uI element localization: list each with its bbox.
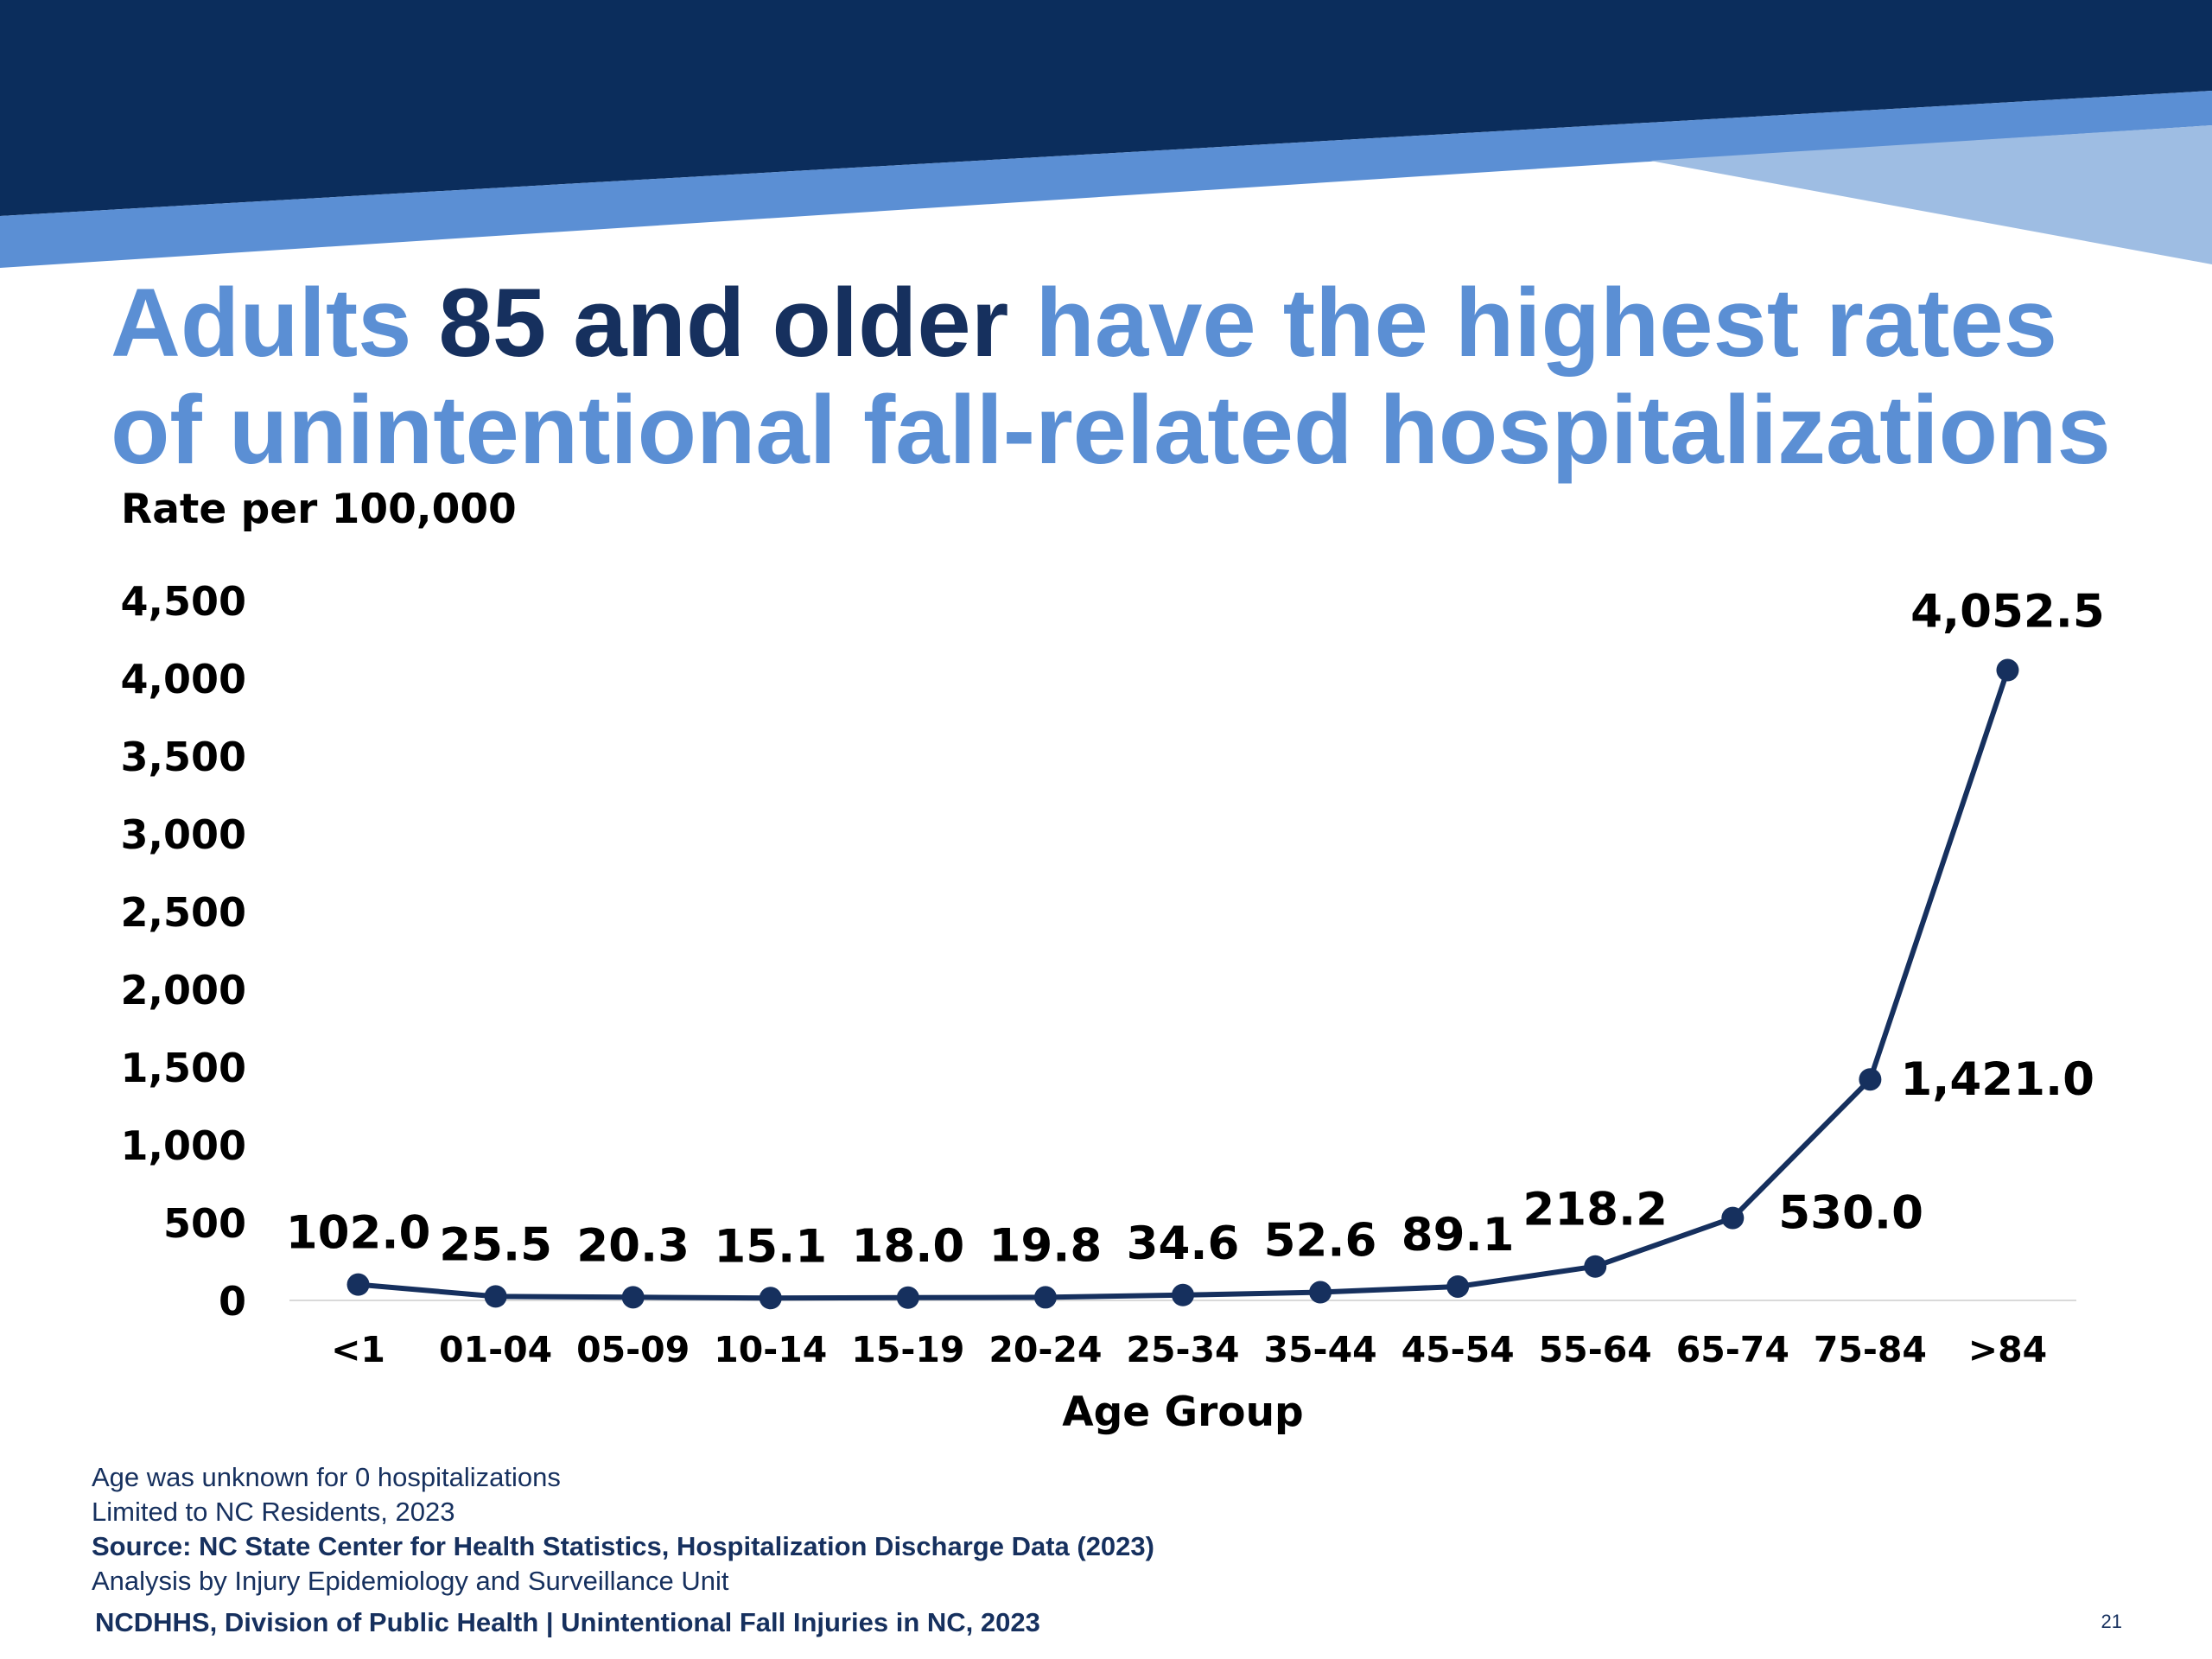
note-unknown-age: Age was unknown for 0 hospitalizations [92, 1462, 561, 1492]
data-point [1584, 1255, 1607, 1278]
data-label: 15.1 [714, 1220, 827, 1273]
banner-light-triangle [1650, 125, 2212, 264]
slide-title: Adults 85 and older have the highest rat… [111, 270, 2167, 484]
x-tick-label: >84 [1968, 1329, 2047, 1370]
line-chart: Rate per 100,000 Age Group 0 500 1,000 1,50… [120, 493, 2105, 1436]
x-tick-label: 01-04 [439, 1329, 552, 1370]
banner-blue-stripe [0, 91, 2212, 268]
data-point [759, 1287, 782, 1310]
data-label: 34.6 [1127, 1217, 1240, 1270]
y-tick-label: 2,500 [120, 889, 246, 936]
y-axis-title: Rate per 100,000 [121, 493, 517, 533]
y-tick-label: 4,000 [120, 656, 246, 702]
data-label: 218.2 [1522, 1184, 1668, 1236]
notes: Age was unknown for 0 hospitalizations L… [92, 1460, 1733, 1599]
data-label: 530.0 [1778, 1187, 1923, 1240]
data-point [1859, 1068, 1882, 1091]
y-tick-label: 1,500 [120, 1045, 246, 1091]
y-tick-label: 3,000 [120, 811, 246, 858]
title-part-2: 85 and older [438, 269, 1009, 377]
series-line [358, 669, 2011, 1301]
data-label: 18.0 [851, 1220, 964, 1273]
x-tick-label: <1 [331, 1329, 385, 1370]
x-axis: <1 01-04 05-09 10-14 15-19 20-24 25-34 35-44 45-… [331, 1329, 2047, 1370]
data-label: 52.6 [1264, 1215, 1377, 1268]
data-label: 1,421.0 [1900, 1053, 2094, 1106]
x-tick-label: 15-19 [851, 1329, 964, 1370]
data-point [1721, 1206, 1745, 1230]
banner-navy-band [0, 0, 2212, 216]
x-tick-label: 20-24 [988, 1329, 1102, 1370]
data-labels: 102.0 25.5 20.3 15.1 18.0 19.8 34.6 52.6 89.1 218… [286, 586, 2105, 1274]
x-tick-label: 35-44 [1264, 1329, 1377, 1370]
data-point [346, 1273, 370, 1296]
x-tick-label: 25-34 [1126, 1329, 1239, 1370]
page-number: 21 [2101, 1611, 2122, 1632]
y-tick-label: 4,500 [120, 578, 246, 625]
note-source: Source: NC State Center for Health Stati… [92, 1531, 1154, 1561]
x-tick-label: 65-74 [1676, 1329, 1789, 1370]
x-tick-label: 55-64 [1539, 1329, 1652, 1370]
data-point [1309, 1281, 1332, 1304]
data-label: 25.5 [439, 1218, 552, 1271]
data-label: 89.1 [1402, 1209, 1515, 1262]
title-part-1: Adults [111, 269, 439, 377]
data-point [1172, 1283, 1194, 1306]
note-analysis: Analysis by Injury Epidemiology and Surv… [92, 1566, 729, 1596]
x-axis-title: Age Group [1062, 1389, 1303, 1436]
data-point [484, 1285, 507, 1308]
y-axis: 0 500 1,000 1,500 2,000 2,500 3,000 3,500 4,000 4… [120, 578, 246, 1325]
data-label: 102.0 [286, 1207, 431, 1260]
y-tick-label: 3,500 [120, 734, 246, 780]
y-tick-label: 2,000 [120, 967, 246, 1014]
note-limited: Limited to NC Residents, 2023 [92, 1497, 455, 1527]
data-point [1446, 1274, 1470, 1298]
header-banner [0, 0, 2212, 268]
y-tick-label: 500 [163, 1200, 246, 1247]
footer-text: NCDHHS, Division of Public Health | Unin… [95, 1607, 1040, 1637]
x-tick-label: 75-84 [1814, 1329, 1927, 1370]
y-tick-label: 0 [219, 1278, 246, 1325]
data-points [346, 658, 2019, 1310]
title-part-3: have the highest rates of unintentional … [111, 269, 2111, 484]
x-tick-label: 05-09 [576, 1329, 690, 1370]
data-point [896, 1286, 919, 1309]
data-point [1996, 658, 2019, 682]
x-tick-label: 45-54 [1402, 1329, 1515, 1370]
data-label: 4,052.5 [1910, 586, 2105, 639]
data-point [621, 1286, 645, 1309]
x-tick-label: 10-14 [714, 1329, 827, 1370]
data-label: 19.8 [989, 1219, 1103, 1272]
data-point [1033, 1286, 1057, 1309]
data-label: 20.3 [576, 1219, 690, 1272]
y-tick-label: 1,000 [120, 1122, 246, 1169]
